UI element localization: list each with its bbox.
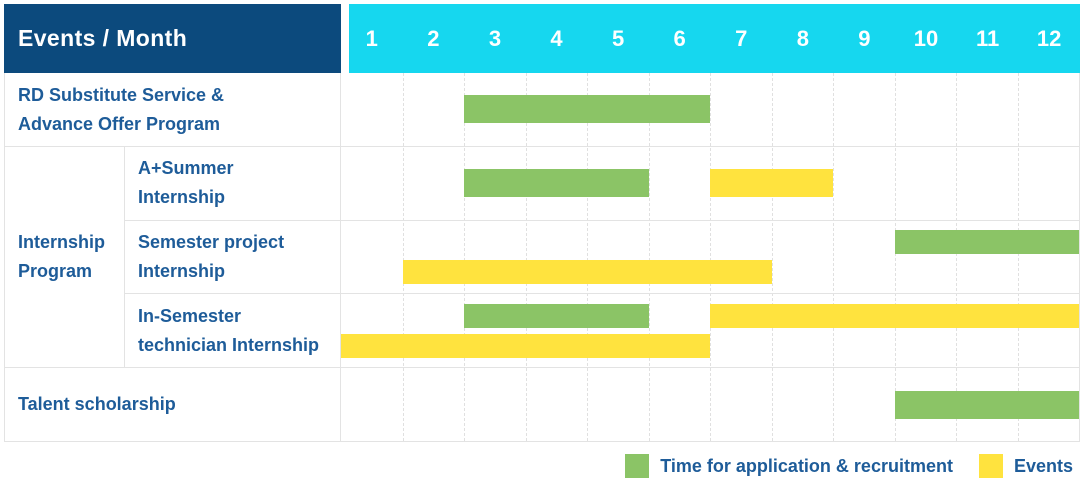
row-label-line: Internship (18, 232, 106, 252)
legend: Time for application & recruitment Events (625, 454, 1073, 478)
schedule-body: RD Substitute Service & Advance Offer Pro… (4, 73, 1080, 442)
row-label-line: technician Internship (138, 334, 320, 355)
gantt-bar-recruitment (894, 229, 1079, 254)
chart-row-rd-substitute-service (341, 73, 1079, 147)
gantt-bar-recruitment (894, 390, 1079, 419)
row-label-line: In-Semester (138, 305, 242, 326)
gantt-bar-recruitment (464, 95, 710, 124)
month-header-8: 8 (796, 25, 809, 51)
row-label-rd-substitute-service: RD Substitute Service & Advance Offer Pro… (5, 73, 340, 148)
row-label-line: Advance Offer Program (18, 113, 221, 134)
chart-area (341, 73, 1079, 441)
row-label-line: Internship (138, 187, 226, 208)
month-header-band: 1 2 3 4 5 6 7 8 9 10 11 12 (349, 4, 1080, 73)
legend-swatch-event (978, 454, 1003, 478)
legend-item-recruitment: Time for application & recruitment (625, 454, 953, 478)
gantt-bar-recruitment (464, 303, 649, 328)
header-gap (341, 4, 349, 73)
month-header-12: 12 (1036, 25, 1062, 51)
month-header-2: 2 (427, 25, 440, 51)
month-header-11: 11 (975, 25, 1000, 51)
row-labels-column: RD Substitute Service & Advance Offer Pro… (5, 73, 341, 441)
month-header-3: 3 (488, 25, 502, 51)
row-label-talent-scholarship: Talent scholarship (5, 368, 340, 441)
month-header-7: 7 (735, 25, 748, 51)
events-month-header-cell: Events / Month (4, 4, 341, 73)
month-header-6: 6 (673, 25, 686, 51)
row-label-line: Internship (138, 261, 226, 281)
gantt-bar-recruitment (464, 169, 649, 198)
legend-swatch-recruitment (625, 454, 650, 478)
chart-row-a-plus-summer-internship (341, 147, 1079, 221)
legend-item-event: Events (978, 454, 1073, 478)
row-label-line: Program (18, 261, 93, 281)
gantt-bar-event (710, 169, 833, 198)
gantt-bar-event (710, 303, 1079, 328)
chart-row-in-semester-technician-internship (341, 294, 1079, 369)
month-header-1: 1 (365, 25, 378, 51)
row-label-in-semester-technician-internship: In-Semester technician Internship (125, 294, 340, 367)
legend-label-event: Events (1013, 455, 1073, 476)
month-header-4: 4 (550, 25, 563, 51)
row-label-line: A+Summer (138, 158, 234, 179)
gantt-bar-event (341, 333, 710, 358)
schedule-table: Events / Month 1 2 3 4 5 6 7 8 9 10 11 12 RD Substi… (4, 4, 1080, 442)
month-header-9: 9 (858, 25, 871, 51)
group-label-internship-program: Internship Program (5, 147, 125, 367)
row-group-internship-program: Internship Program A+Summer Internship Semes… (5, 147, 340, 368)
month-header-cells: 1 2 3 4 5 6 7 8 9 10 11 12 (341, 4, 1080, 73)
row-label-line: RD Substitute Service & (18, 84, 225, 105)
row-label-a-plus-summer-internship: A+Summer Internship (125, 147, 340, 221)
header-row: Events / Month 1 2 3 4 5 6 7 8 9 10 11 12 (4, 4, 1080, 73)
row-label-line: Talent scholarship (18, 393, 176, 414)
month-header-5: 5 (611, 25, 625, 51)
month-header-10: 10 (913, 25, 939, 51)
chart-row-talent-scholarship (341, 368, 1079, 441)
row-label-line: Semester project (138, 232, 285, 252)
sub-labels-internship-program: A+Summer Internship Semester project Intern… (125, 147, 340, 367)
legend-label-recruitment: Time for application & recruitment (660, 455, 953, 476)
row-label-semester-project-internship: Semester project Internship (125, 221, 340, 295)
gantt-bar-event (402, 259, 772, 284)
chart-row-semester-project-internship (341, 221, 1079, 295)
